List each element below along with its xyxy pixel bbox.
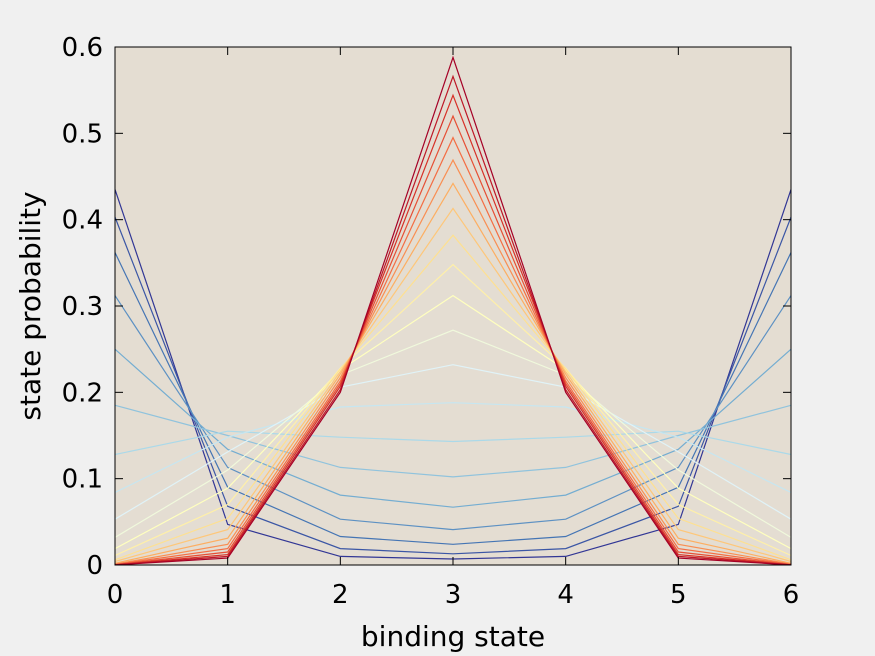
series-line-3: [114, 252, 792, 545]
series-line-8: [114, 402, 792, 494]
series-line-12: [114, 263, 792, 557]
x-tick-label: 3: [445, 580, 462, 610]
x-tick-label: 6: [783, 580, 800, 610]
tick-layer: 0 1 2 3 4 5 6 0 0.1 0.2 0.3 0.4 0.5 0.6: [62, 33, 800, 610]
series-line-18: [114, 114, 792, 566]
y-tick-label: 0.4: [62, 206, 103, 236]
series-line-4: [114, 295, 792, 531]
y-tick-label: 0.2: [62, 378, 103, 408]
series-line-13: [114, 234, 792, 561]
series-line-6: [114, 404, 792, 478]
x-tick-label: 4: [557, 580, 574, 610]
series-line-7: [114, 430, 792, 456]
y-tick-label: 0.5: [62, 119, 103, 149]
series-line-15: [114, 182, 792, 564]
series-line-2: [114, 216, 792, 555]
series-line-19: [114, 93, 792, 566]
x-tick-label: 0: [107, 580, 124, 610]
series-line-10: [114, 329, 792, 538]
series-line-11: [114, 294, 792, 550]
series-line-14: [114, 207, 792, 563]
y-tick-label: 0: [86, 551, 103, 581]
x-tick-label: 5: [670, 580, 687, 610]
series-line-5: [114, 348, 792, 508]
y-tick-label: 0.6: [62, 33, 103, 63]
y-axis-title: state probability: [14, 191, 47, 420]
x-tick-label: 2: [332, 580, 349, 610]
series-line-16: [114, 158, 792, 565]
plot-area: [115, 47, 791, 565]
x-tick-label: 1: [219, 580, 236, 610]
series-layer: [114, 55, 792, 566]
series-line-20: [114, 74, 792, 566]
y-tick-label: 0.1: [62, 465, 103, 495]
series-line-9: [114, 364, 792, 520]
x-axis-title: binding state: [361, 620, 545, 653]
y-tick-label: 0.3: [62, 292, 103, 322]
series-line-17: [114, 136, 792, 565]
